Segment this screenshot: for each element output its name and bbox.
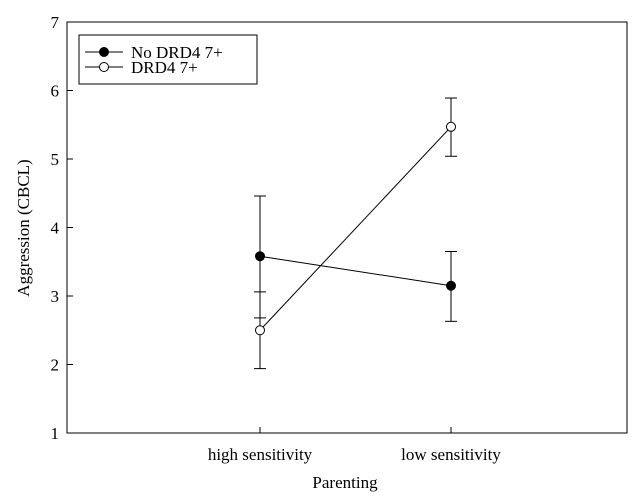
legend-label: No DRD4 7+ [131,43,223,62]
y-tick-label: 1 [51,424,60,443]
x-tick-label: high sensitivity [208,445,313,464]
series-no-drd4 [254,195,457,322]
legend-label: DRD4 7+ [131,58,198,77]
data-point [255,325,265,336]
series-line [259,126,452,331]
x-axis-label: Parenting [312,473,378,492]
legend-item: No DRD4 7+ [85,43,223,62]
legend-marker-open [99,62,109,72]
legend: No DRD4 7+DRD4 7+ [78,34,258,85]
series-layer [254,97,457,370]
axes: 1 2 3 4 5 6 7 high sensitivity low sensitivity [51,13,628,464]
y-tick-label: 6 [51,82,60,101]
data-point [255,251,265,262]
y-tick-label: 2 [51,356,60,375]
y-tick-label: 4 [51,219,60,238]
series-drd4 [254,97,457,370]
y-tick-label: 5 [51,150,60,169]
series-line [259,255,452,287]
data-point [446,280,456,291]
legend-item: DRD4 7+ [85,58,198,77]
x-tick-label: low sensitivity [401,445,501,464]
data-point [446,121,456,132]
y-tick-label: 3 [51,287,60,306]
legend-box [78,34,258,85]
y-tick-label: 7 [51,13,60,32]
legend-marker-filled [99,47,109,57]
y-axis-label: Aggression (CBCL) [14,159,33,296]
